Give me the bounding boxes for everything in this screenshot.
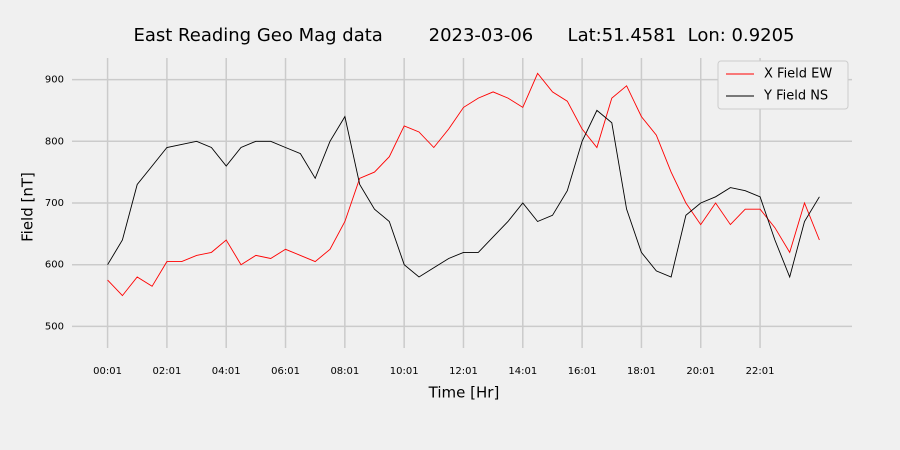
legend: X Field EW Y Field NS — [717, 60, 849, 110]
x-tick-label: 02:01 — [152, 366, 181, 377]
x-tick-label: 14:01 — [508, 366, 537, 377]
x-tick-label: 18:01 — [627, 366, 656, 377]
plot-lines — [107, 72, 820, 297]
chart-title: East Reading Geo Mag data 2023-03-06 Lat… — [133, 25, 794, 46]
x-tick-label: 22:01 — [746, 366, 775, 377]
x-tick-label: 00:01 — [93, 366, 122, 377]
y-axis-label: Field [nT] — [19, 172, 37, 242]
legend-label: X Field EW — [764, 67, 832, 82]
x-tick-label: 06:01 — [271, 366, 300, 377]
x-tick-label: 04:01 — [212, 366, 241, 377]
x-tick-label: 20:01 — [686, 366, 715, 377]
x-tick-label: 10:01 — [390, 366, 419, 377]
x-tick-label: 12:01 — [449, 366, 478, 377]
series-line — [107, 72, 820, 297]
y-tick-label: 600 — [45, 260, 64, 271]
x-tick-label: 16:01 — [568, 366, 597, 377]
series-line — [107, 109, 820, 279]
legend-box — [717, 60, 849, 110]
y-tick-label: 900 — [45, 75, 64, 86]
legend-label: Y Field NS — [763, 89, 828, 104]
y-tick-label: 800 — [45, 136, 64, 147]
y-tick-label: 700 — [45, 198, 64, 209]
y-tick-label: 500 — [45, 321, 64, 332]
x-tick-label: 08:01 — [330, 366, 359, 377]
x-axis-label: Time [Hr] — [428, 384, 500, 402]
